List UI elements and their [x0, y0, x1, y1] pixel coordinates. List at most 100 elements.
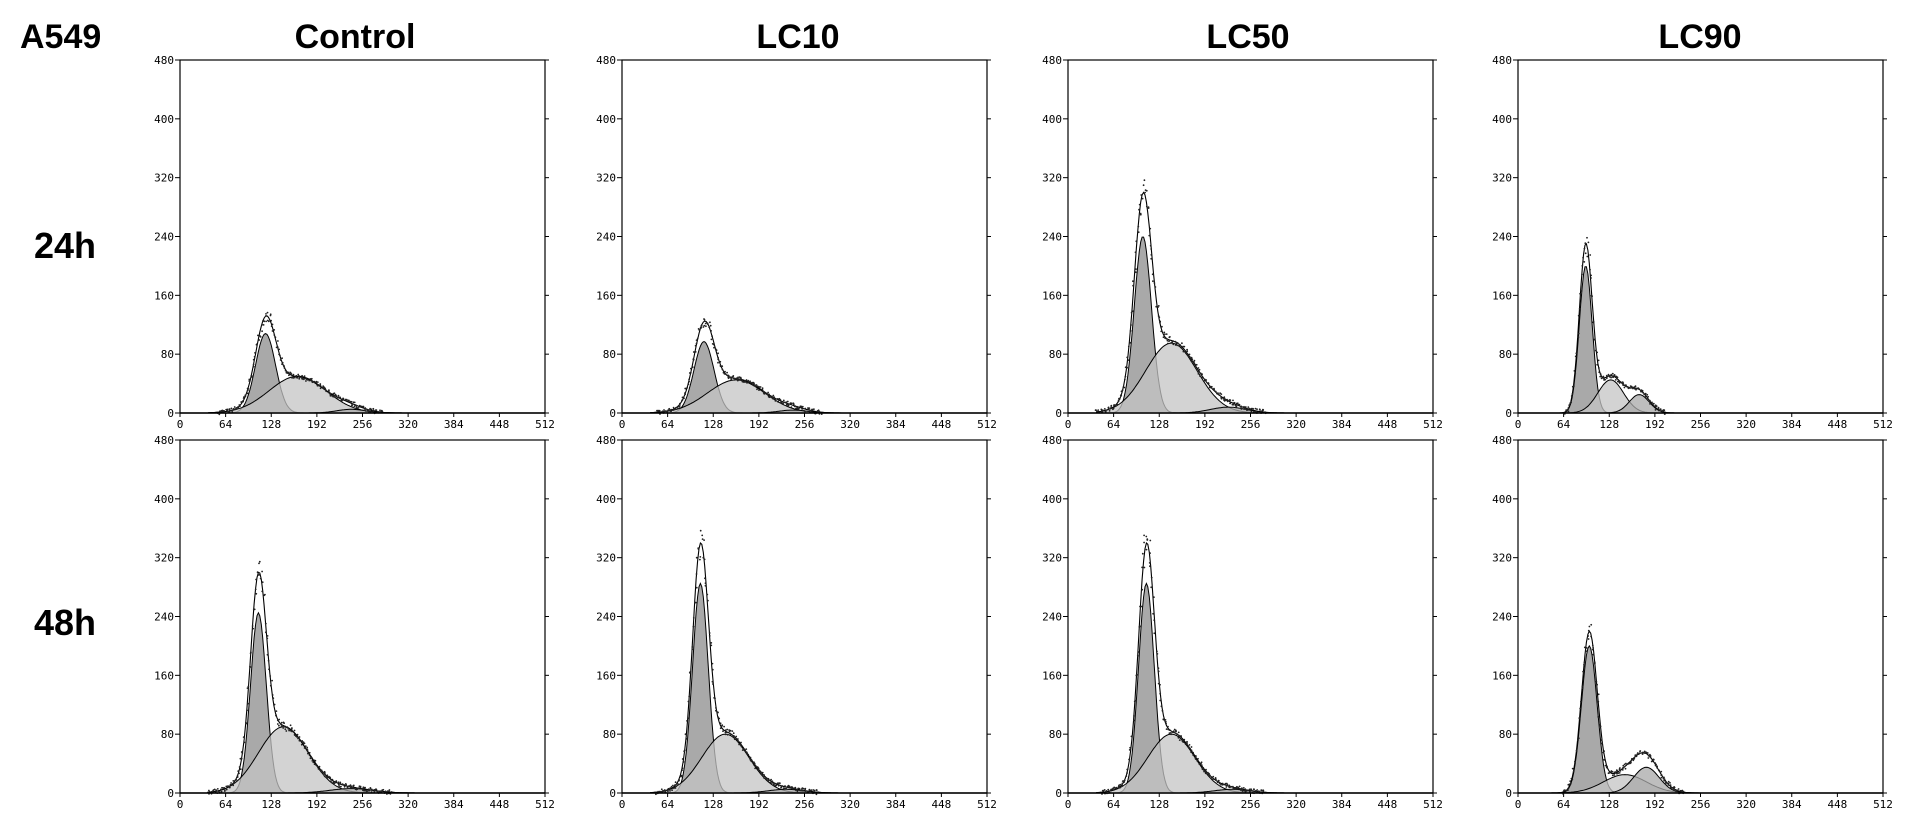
data-dot — [765, 778, 768, 780]
data-dot — [671, 789, 673, 792]
data-dot — [1175, 341, 1178, 344]
data-dot — [1593, 338, 1596, 341]
data-dot — [719, 727, 722, 730]
x-tick-label: 128 — [703, 418, 723, 431]
data-dot — [332, 781, 335, 783]
data-dot — [719, 722, 722, 725]
data-dot — [1246, 409, 1248, 412]
y-tick-label: 160 — [154, 289, 174, 302]
data-dot — [279, 359, 282, 361]
data-dot — [1625, 762, 1627, 765]
data-dot — [233, 406, 236, 408]
data-dot — [1153, 596, 1155, 599]
x-tick-label: 128 — [1599, 418, 1619, 431]
data-dot — [355, 404, 358, 407]
data-dot — [1178, 739, 1181, 741]
plot-frame — [1517, 439, 1884, 794]
data-dot — [1103, 408, 1106, 410]
data-dot — [229, 783, 232, 786]
x-tick-label: 128 — [703, 798, 723, 811]
data-dot — [762, 390, 765, 393]
data-dot — [1663, 779, 1665, 782]
y-tick-label: 400 — [154, 113, 174, 126]
data-dot — [1153, 619, 1156, 621]
data-dot — [1599, 725, 1602, 728]
x-tick-label: 320 — [398, 798, 418, 811]
x-tick-label: 128 — [261, 798, 281, 811]
y-tick-label: 0 — [167, 407, 174, 420]
data-dot — [740, 743, 742, 746]
data-dot — [213, 788, 216, 791]
y-tick-label: 80 — [1499, 728, 1512, 741]
data-dot — [1164, 333, 1166, 336]
data-dot — [1149, 227, 1152, 230]
data-dot — [1607, 772, 1610, 775]
data-dot — [1241, 790, 1244, 792]
data-dot — [681, 767, 684, 770]
histogram-panel-48h-lc90: 0 80 160 240 320 400 480 0 64 128 192 256 320 384 448 5… — [1492, 434, 1893, 811]
data-dot — [1109, 407, 1112, 410]
data-dot — [1204, 772, 1207, 775]
data-dot — [754, 765, 757, 767]
x-tick-label: 512 — [1873, 798, 1893, 811]
data-dot — [1209, 774, 1211, 777]
data-dot — [1574, 760, 1576, 763]
data-dot — [1586, 236, 1588, 239]
data-dot — [295, 376, 298, 379]
data-dot — [1207, 382, 1210, 384]
data-dot — [661, 410, 664, 413]
data-dot — [233, 781, 236, 784]
data-dot — [1651, 760, 1654, 763]
data-dot — [1134, 251, 1137, 254]
data-dot — [1136, 654, 1139, 657]
data-dot — [261, 590, 264, 593]
data-dot — [735, 378, 738, 380]
y-tick-label: 320 — [1042, 552, 1062, 565]
x-tick-label: 192 — [307, 418, 327, 431]
data-dot — [704, 584, 707, 587]
data-dot — [681, 769, 683, 771]
data-dot — [1614, 379, 1617, 381]
data-dot — [230, 407, 233, 410]
data-dot — [1582, 670, 1584, 673]
data-dot — [779, 782, 781, 785]
x-tick-label: 192 — [1645, 418, 1665, 431]
x-tick-label: 64 — [661, 418, 675, 431]
data-dot — [256, 571, 259, 574]
data-dot — [1570, 401, 1572, 404]
data-dot — [1129, 746, 1131, 749]
data-dot — [695, 339, 698, 341]
data-dot — [761, 388, 764, 391]
data-dot — [787, 404, 790, 407]
data-dot — [1110, 404, 1113, 407]
data-dot — [300, 743, 303, 746]
data-dot — [271, 323, 274, 326]
data-dot — [1236, 786, 1238, 788]
data-dot — [1253, 788, 1255, 791]
data-dot — [1647, 754, 1650, 757]
data-dot — [792, 403, 795, 406]
y-tick-label: 80 — [1049, 348, 1062, 361]
data-dot — [767, 780, 770, 783]
data-dot — [804, 787, 807, 790]
data-dot — [1176, 344, 1179, 347]
data-dot — [291, 730, 293, 733]
data-dot — [1126, 366, 1128, 369]
data-dot — [1622, 766, 1625, 769]
data-dot — [1212, 775, 1215, 778]
data-dot — [1592, 653, 1595, 656]
data-dot — [733, 735, 735, 737]
data-dot — [1107, 408, 1110, 410]
data-dot — [261, 570, 263, 573]
data-dot — [1188, 744, 1191, 746]
data-dot — [689, 671, 692, 673]
data-dot — [694, 344, 697, 347]
data-dot — [773, 784, 775, 787]
data-dot — [670, 785, 673, 788]
data-dot — [363, 409, 366, 411]
data-dot — [1640, 389, 1643, 392]
data-dot — [1141, 552, 1144, 555]
data-dot — [266, 653, 269, 656]
data-dot — [1248, 788, 1251, 791]
data-dot — [1604, 764, 1607, 767]
